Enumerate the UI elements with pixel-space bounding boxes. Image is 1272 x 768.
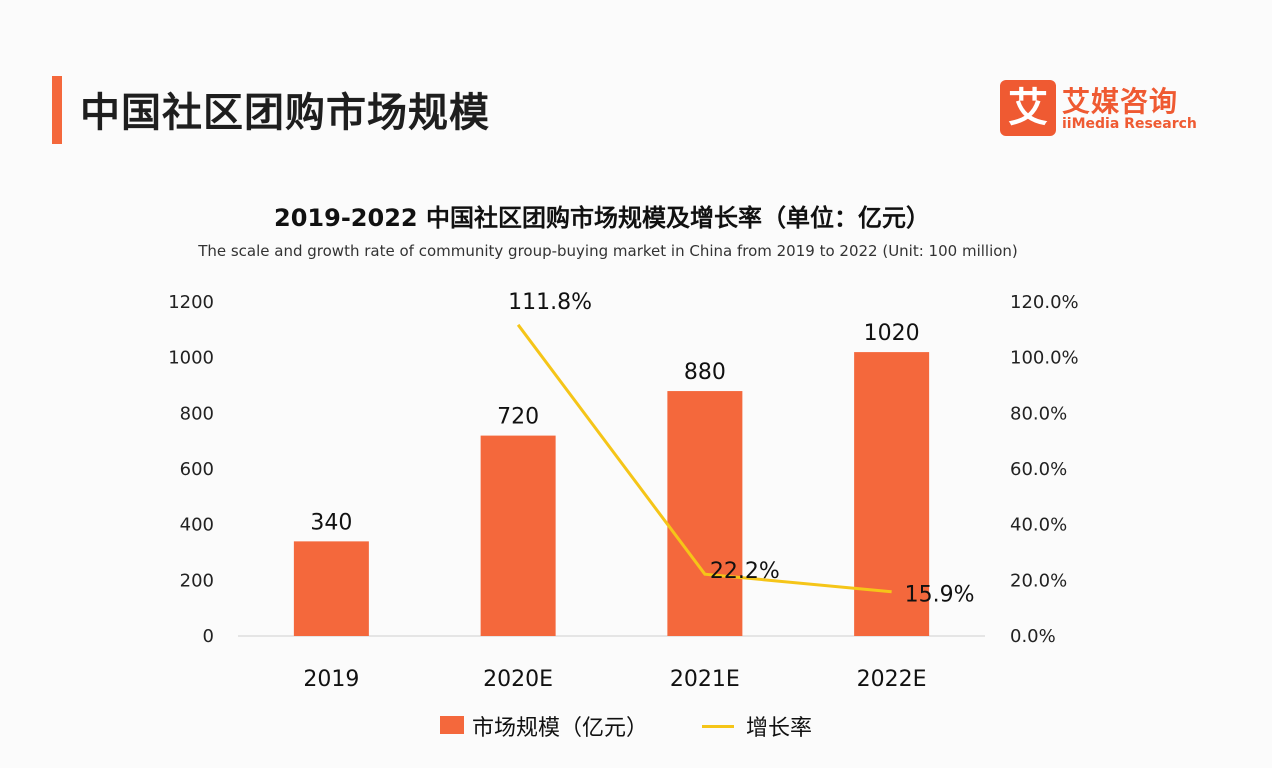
bar — [480, 435, 556, 636]
logo-text-cn: 艾媒咨询 — [1062, 85, 1179, 118]
line-data-label: 111.8% — [508, 290, 592, 315]
bar-data-label: 1020 — [864, 321, 920, 346]
legend-label-bar: 市场规模（亿元） — [472, 716, 649, 741]
y2-tick-label: 100.0% — [1010, 348, 1079, 369]
brand-logo: 艾 艾媒咨询 iiMedia Research — [1000, 80, 1200, 140]
page-title: 中国社区团购市场规模 — [80, 90, 490, 136]
y2-tick-label: 60.0% — [1010, 459, 1067, 480]
y2-tick-label: 80.0% — [1010, 403, 1067, 424]
line-data-label: 15.9% — [905, 583, 975, 608]
chart-subtitle: The scale and growth rate of community g… — [198, 242, 1018, 260]
legend-swatch-line — [702, 725, 734, 728]
y-tick-label: 1000 — [168, 348, 214, 369]
y-tick-label: 1200 — [168, 292, 214, 313]
logo-mark: 艾 — [1000, 80, 1056, 136]
y-tick-label: 400 — [180, 515, 214, 536]
x-tick-label: 2022E — [857, 667, 927, 692]
y2-tick-label: 120.0% — [1010, 292, 1079, 313]
x-tick-label: 2020E — [483, 667, 553, 692]
growth-rate-line — [516, 323, 892, 594]
logo-text-en: iiMedia Research — [1062, 116, 1197, 132]
x-tick-label: 2019 — [303, 667, 359, 692]
bar-data-label: 340 — [310, 510, 352, 535]
chart-title: 2019-2022 中国社区团购市场规模及增长率（单位：亿元） — [274, 204, 930, 232]
bar — [667, 391, 743, 636]
bar — [293, 541, 369, 636]
legend-swatch-bar — [440, 716, 464, 734]
title-accent-bar — [52, 76, 62, 144]
x-tick-label: 2021E — [670, 667, 740, 692]
y-tick-label: 0 — [203, 626, 214, 647]
legend-item-line: 增长率 — [702, 710, 812, 742]
y2-tick-label: 20.0% — [1010, 570, 1067, 591]
line-data-label: 22.2% — [710, 559, 780, 584]
y-tick-label: 200 — [180, 570, 214, 591]
y2-tick-label: 40.0% — [1010, 515, 1067, 536]
y2-tick-label: 0.0% — [1010, 626, 1056, 647]
y-tick-label: 800 — [180, 403, 214, 424]
legend-label-line: 增长率 — [746, 716, 813, 741]
bar-data-label: 880 — [684, 360, 726, 385]
legend-item-bar: 市场规模（亿元） — [440, 710, 648, 742]
bar-data-label: 720 — [497, 405, 539, 430]
y-tick-label: 600 — [180, 459, 214, 480]
